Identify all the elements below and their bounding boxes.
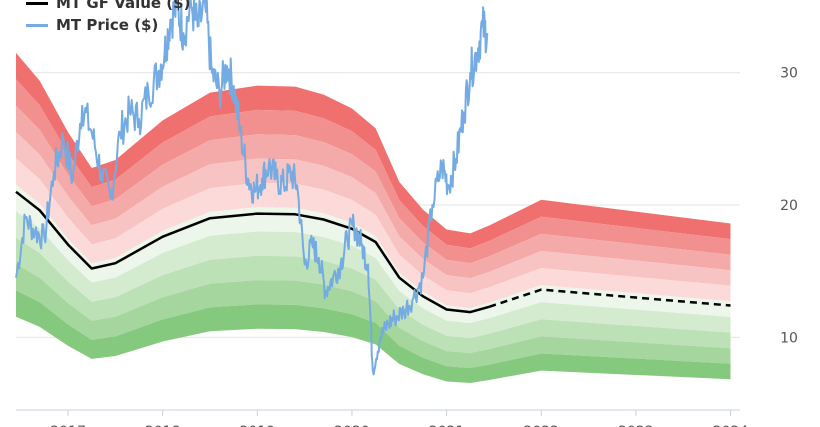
valuation-band (16, 184, 731, 324)
x-tick-label: 2024 (713, 424, 749, 427)
valuation-band (16, 290, 731, 383)
price-line (15, 0, 489, 376)
x-tick-label: 2017 (50, 424, 86, 427)
x-tick-label: 2018 (145, 424, 181, 427)
gf-value-line (15, 190, 490, 314)
valuation-band (16, 105, 731, 279)
legend: MT GF Value ($) MT Price ($) (26, 0, 190, 36)
y-tick-label: 30 (780, 66, 798, 82)
x-tick-label: 2019 (240, 424, 276, 427)
x-tick-label: 2023 (618, 424, 654, 427)
x-tick-label: 2022 (523, 424, 559, 427)
valuation-band (16, 52, 731, 249)
valuation-band (16, 264, 731, 368)
valuation-band (16, 158, 731, 309)
legend-label-gf-value: MT GF Value ($) (56, 0, 191, 12)
legend-swatch-price (26, 23, 48, 27)
x-tick-label: 2021 (429, 424, 465, 427)
legend-label-price: MT Price ($) (56, 16, 159, 34)
series-lines (15, 0, 731, 376)
legend-item-price[interactable]: MT Price ($) (26, 14, 190, 36)
y-tick-label: 10 (780, 330, 798, 346)
valuation-band (16, 237, 731, 353)
x-tick-label: 2020 (334, 424, 370, 427)
legend-swatch-gf-value (26, 1, 48, 5)
legend-item-gf-value[interactable]: MT GF Value ($) (26, 0, 190, 14)
valuation-band (16, 132, 731, 294)
valuation-bands (16, 52, 731, 383)
gf-value-estimate-line (488, 288, 731, 308)
valuation-band (16, 211, 731, 339)
axes: 10 20 30 2017 2018 2019 2020 2021 2022 2023 2024 (16, 66, 798, 427)
valuation-band (16, 79, 731, 264)
y-tick-label: 20 (780, 198, 798, 214)
